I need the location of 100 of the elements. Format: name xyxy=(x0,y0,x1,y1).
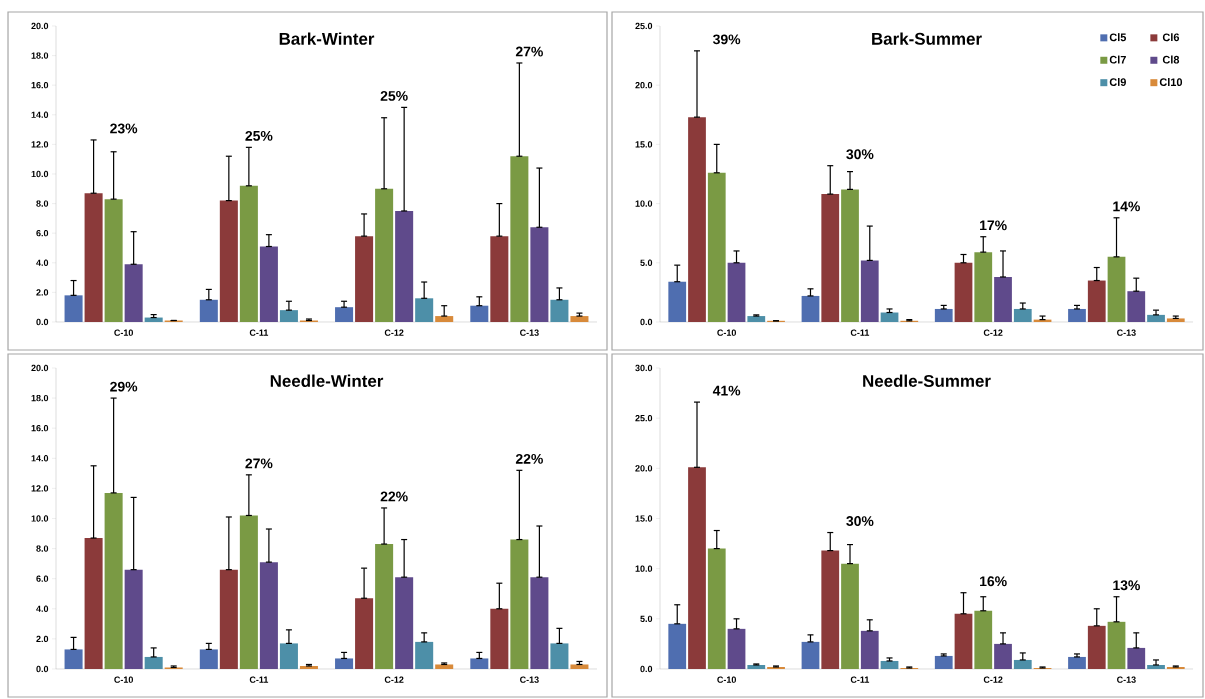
legend-label: Cl8 xyxy=(1162,55,1180,64)
x-tick-label: C-11 xyxy=(850,676,870,683)
y-tick-label: 2.0 xyxy=(36,289,49,296)
bar xyxy=(335,658,354,669)
x-tick-label: C-12 xyxy=(983,329,1003,336)
x-tick-label: C-13 xyxy=(1117,676,1136,683)
bar xyxy=(1068,308,1086,322)
legend-label: Cl9 xyxy=(1109,77,1126,87)
bar xyxy=(279,310,298,322)
annotation: 23% xyxy=(110,123,138,134)
bar xyxy=(550,643,569,669)
x-tick-label: C-11 xyxy=(850,329,870,336)
y-tick-label: 12.0 xyxy=(31,141,49,148)
bar xyxy=(1068,656,1086,669)
annotation: 13% xyxy=(1113,580,1140,591)
bar xyxy=(860,630,879,669)
bar xyxy=(934,655,953,669)
y-tick-label: 25.0 xyxy=(635,22,653,30)
bar xyxy=(64,649,83,669)
bar xyxy=(199,649,218,669)
y-tick-label: 20.0 xyxy=(31,364,49,372)
bar xyxy=(727,628,746,669)
bar xyxy=(84,538,103,669)
bar xyxy=(104,199,123,322)
y-tick-label: 25.0 xyxy=(635,414,653,422)
y-tick-label: 5.0 xyxy=(640,615,653,622)
annotation: 25% xyxy=(380,90,408,101)
bar xyxy=(375,544,394,669)
bar xyxy=(355,236,374,322)
x-tick-label: C-10 xyxy=(114,329,133,336)
chart-title: Needle-Winter xyxy=(270,374,384,387)
bar xyxy=(199,299,218,322)
bar xyxy=(801,295,820,322)
annotation: 41% xyxy=(712,385,741,396)
y-tick-label: 8.0 xyxy=(36,545,49,552)
x-tick-label: C-10 xyxy=(114,676,133,683)
bar xyxy=(84,193,103,322)
bar xyxy=(355,598,374,669)
bar xyxy=(974,252,993,322)
bar xyxy=(375,188,394,322)
bar xyxy=(841,189,859,322)
bar xyxy=(490,236,509,322)
y-tick-label: 5.0 xyxy=(640,259,653,266)
bar xyxy=(668,281,687,322)
bar xyxy=(994,276,1012,322)
bar xyxy=(259,246,278,322)
bar xyxy=(880,660,899,669)
annotation: 25% xyxy=(245,130,273,141)
bar xyxy=(550,299,569,322)
bar xyxy=(954,613,973,669)
y-tick-label: 14.0 xyxy=(31,455,49,462)
bar xyxy=(1147,664,1165,669)
bar xyxy=(668,623,687,669)
y-tick-label: 4.0 xyxy=(36,259,49,266)
bar xyxy=(994,643,1012,669)
bar xyxy=(395,210,414,322)
y-tick-label: 18.0 xyxy=(31,394,49,402)
bar xyxy=(104,492,123,669)
annotation: 22% xyxy=(515,453,543,464)
bar xyxy=(470,305,489,322)
y-tick-label: 0.0 xyxy=(640,665,653,673)
bar xyxy=(570,316,589,322)
bar xyxy=(821,194,840,322)
bar xyxy=(1166,318,1185,322)
bar xyxy=(747,664,766,669)
y-tick-label: 4.0 xyxy=(36,605,49,612)
y-tick-label: 6.0 xyxy=(36,230,49,237)
bar xyxy=(510,539,529,669)
y-tick-label: 15.0 xyxy=(635,515,653,522)
bar xyxy=(1147,314,1165,322)
bar xyxy=(821,550,840,669)
x-tick-label: C-13 xyxy=(520,329,539,336)
legend-label: Cl7 xyxy=(1109,55,1126,64)
chart-title: Bark-Winter xyxy=(279,32,375,45)
x-tick-label: C-11 xyxy=(249,329,269,336)
bar xyxy=(954,262,973,322)
annotation: 14% xyxy=(1113,201,1140,212)
y-tick-label: 0.0 xyxy=(640,318,653,326)
bar xyxy=(279,643,298,669)
bar xyxy=(239,185,258,322)
x-tick-label: C-13 xyxy=(1117,329,1136,336)
y-tick-label: 6.0 xyxy=(36,575,49,582)
bar xyxy=(688,117,706,322)
bar xyxy=(1087,625,1106,669)
bar xyxy=(415,641,434,669)
bar xyxy=(239,515,258,669)
annotation: 27% xyxy=(245,458,273,469)
bar xyxy=(1127,291,1146,322)
bar xyxy=(570,664,589,669)
annotation: 17% xyxy=(980,220,1007,231)
y-tick-label: 2.0 xyxy=(36,635,49,643)
bar xyxy=(688,467,706,669)
y-tick-label: 10.0 xyxy=(31,515,49,522)
legend-label: Cl6 xyxy=(1162,33,1180,42)
bar xyxy=(219,569,238,669)
bar xyxy=(727,262,746,322)
y-tick-label: 12.0 xyxy=(31,485,49,492)
y-tick-label: 10.0 xyxy=(635,565,653,572)
annotation: 30% xyxy=(846,149,874,160)
x-tick-label: C-10 xyxy=(717,676,736,683)
